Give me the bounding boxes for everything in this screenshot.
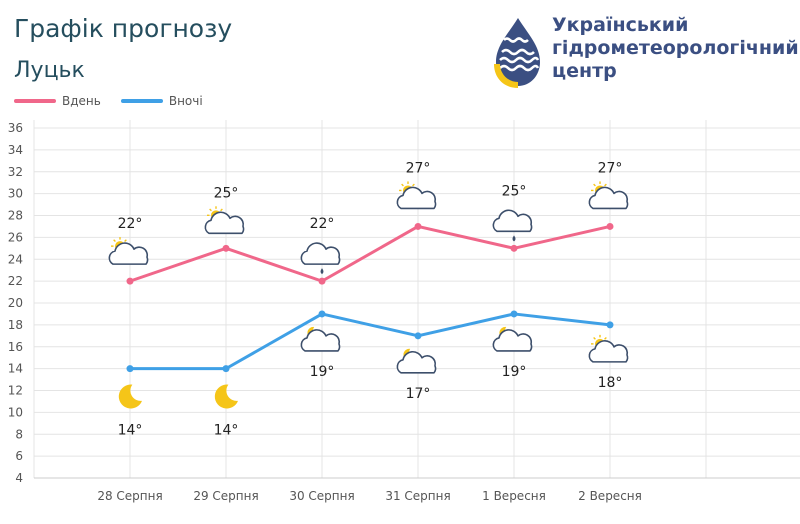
data-label-night: 17° [406, 386, 431, 402]
data-point-night [318, 310, 326, 318]
data-label-day: 22° [118, 216, 143, 232]
data-label-day: 27° [598, 160, 623, 176]
x-tick-label: 31 Серпня [385, 489, 450, 503]
moon-icon [118, 384, 142, 409]
data-label-night: 19° [310, 364, 335, 380]
rain-cloud-icon [300, 242, 341, 275]
logo-line-3: центр [552, 60, 617, 82]
series-line-night [130, 312, 611, 371]
y-tick-label: 14 [8, 362, 23, 376]
logo-line-1: Український [552, 14, 689, 36]
y-tick-label: 20 [8, 296, 23, 310]
y-tick-label: 30 [8, 187, 23, 201]
data-label-night: 18° [598, 375, 623, 391]
y-tick-label: 26 [8, 230, 23, 244]
rain-cloud-icon [492, 209, 533, 242]
data-label-day: 22° [310, 216, 335, 232]
y-tick-label: 6 [15, 449, 23, 463]
data-label-day: 25° [214, 185, 239, 201]
sun-cloud-icon [396, 181, 437, 210]
y-tick-label: 34 [8, 143, 23, 157]
x-tick-label: 29 Серпня [193, 489, 258, 503]
sun-cloud-icon [588, 181, 629, 210]
data-point-night [126, 365, 134, 373]
x-tick-label: 30 Серпня [289, 489, 354, 503]
legend-swatch-night [120, 99, 163, 103]
x-tick-label: 1 Вересня [482, 489, 546, 503]
y-tick-label: 28 [8, 209, 23, 223]
y-tick-label: 4 [15, 471, 23, 485]
sun-cloud-icon [108, 237, 149, 265]
data-label-night: 14° [214, 423, 239, 439]
data-point-day [126, 277, 134, 285]
data-point-night [414, 332, 422, 340]
moon-cloud-icon [396, 348, 437, 374]
y-tick-label: 32 [8, 165, 23, 179]
legend-label-night: Вночі [168, 94, 203, 108]
moon-cloud-icon [492, 326, 533, 352]
moon-cloud-icon [300, 326, 341, 352]
data-point-night [606, 321, 614, 329]
legend-swatch-day [14, 99, 56, 103]
data-point-day [318, 277, 326, 285]
x-tick-label: 2 Вересня [578, 489, 642, 503]
ugmc-logo: Український гідрометеорологічний центр [488, 12, 799, 88]
moon-icon [214, 384, 238, 409]
data-point-day [414, 222, 422, 230]
data-point-night [510, 310, 518, 318]
data-label-night: 14° [118, 423, 143, 439]
city-name: Луцьк [14, 58, 85, 83]
legend-item-night[interactable]: Вночі [120, 94, 203, 108]
data-point-day [222, 244, 230, 252]
sun-cloud-icon [204, 206, 245, 235]
data-point-day [510, 244, 518, 252]
water-drop-logo-icon [494, 18, 540, 88]
data-point-day [606, 222, 614, 230]
legend-label-day: Вдень [62, 94, 101, 108]
y-tick-label: 8 [15, 427, 23, 441]
x-tick-label: 28 Серпня [97, 489, 162, 503]
y-tick-label: 10 [8, 405, 23, 419]
page-title: Графік прогнозу [14, 14, 233, 43]
logo-line-2: гідрометеорологічний [552, 37, 799, 59]
series-line-day [129, 224, 611, 283]
legend-item-day[interactable]: Вдень [14, 94, 101, 108]
data-label-day: 27° [406, 160, 431, 176]
y-tick-label: 36 [8, 121, 23, 135]
y-tick-label: 24 [8, 252, 23, 266]
chart-legend: Вдень Вночі [14, 94, 223, 108]
data-label-night: 19° [502, 364, 527, 380]
y-tick-label: 22 [8, 274, 23, 288]
data-label-day: 25° [502, 183, 527, 199]
data-point-night [222, 365, 230, 373]
y-tick-label: 12 [8, 384, 23, 398]
sun-cloud-icon [588, 334, 629, 363]
y-tick-label: 18 [8, 318, 23, 332]
logo-text: Український гідрометеорологічний центр [552, 14, 799, 83]
y-tick-label: 16 [8, 340, 23, 354]
